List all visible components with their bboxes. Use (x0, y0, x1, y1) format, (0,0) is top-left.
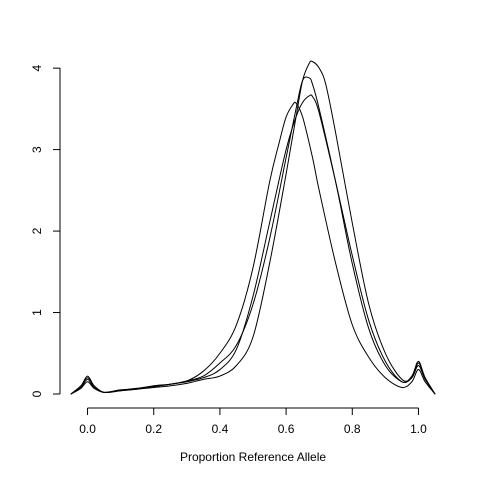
y-tick-label: 4 (30, 64, 44, 71)
x-tick-label: 0.6 (278, 422, 295, 436)
x-tick-label: 0.8 (344, 422, 361, 436)
y-axis: 0 1 2 3 4 (30, 64, 61, 397)
y-tick-label: 1 (30, 309, 44, 316)
x-axis: 0.0 0.2 0.4 0.6 0.8 1.0 (79, 407, 427, 436)
density-curve-2 (70, 76, 436, 395)
x-tick-label: 0.4 (212, 422, 229, 436)
density-series-group (70, 60, 436, 395)
x-tick-label: 1.0 (410, 422, 427, 436)
x-tick-label: 0.2 (145, 422, 162, 436)
x-axis-title: Proportion Reference Allele (180, 450, 326, 464)
density-curve-1 (70, 101, 436, 395)
density-curve-3 (70, 94, 436, 395)
y-tick-label: 0 (30, 390, 44, 397)
y-tick-label: 3 (30, 146, 44, 153)
density-curve-4 (70, 60, 436, 395)
y-tick-label: 2 (30, 227, 44, 234)
x-tick-label: 0.0 (79, 422, 96, 436)
